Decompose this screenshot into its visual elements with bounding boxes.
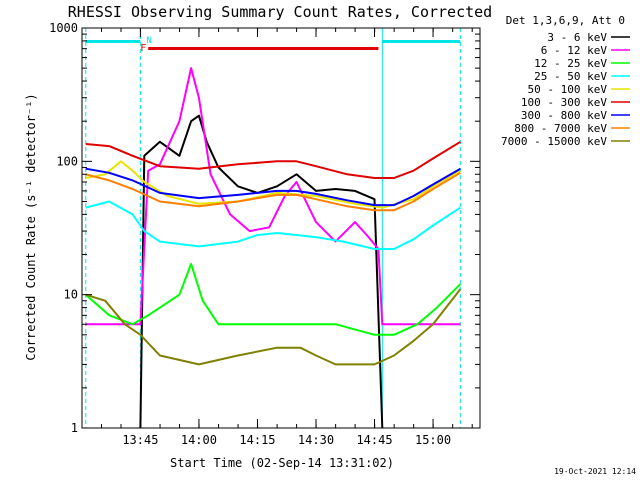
y-tick-label: 100 (56, 154, 78, 168)
legend-label: 300 - 800 keV (521, 109, 607, 122)
legend-label: 12 - 25 keV (534, 57, 607, 70)
series-line (85, 67, 461, 326)
series-line (139, 114, 384, 429)
legend-label: 3 - 6 keV (547, 31, 607, 44)
x-tick-label: 14:45 (356, 433, 392, 447)
series-line (85, 167, 461, 207)
series-line (85, 200, 461, 250)
x-tick-label: 13:45 (122, 433, 158, 447)
legend-label: 100 - 300 keV (521, 96, 607, 109)
series-line (85, 262, 462, 336)
legend-label: 50 - 100 keV (528, 83, 608, 96)
series-line (85, 140, 461, 179)
plot-frame (81, 27, 481, 429)
flare-flag-bar (148, 47, 379, 50)
x-tick-labels: 13:45 14:00 14:15 14:30 14:45 15:00 (122, 433, 451, 447)
series-line (85, 171, 461, 212)
x-axis-label: Start Time (02-Sep-14 13:31:02) (170, 456, 394, 470)
x-tick-label: 15:00 (415, 433, 451, 447)
night-flag-label: N (146, 36, 151, 46)
series-lines (85, 67, 462, 429)
legend-label: 7000 - 15000 keV (501, 135, 607, 148)
legend-label: 25 - 50 keV (534, 70, 607, 83)
flag-bars: NF (85, 36, 461, 54)
x-tick-label: 14:00 (181, 433, 217, 447)
series-line (85, 288, 462, 366)
night-flag-bar (382, 40, 461, 43)
y-tick-label: 10 (64, 288, 78, 302)
x-tick-label: 14:30 (298, 433, 334, 447)
night-flag-bar (85, 40, 141, 43)
flare-flag-label: F (140, 43, 146, 54)
x-tick-label: 14:15 (239, 433, 275, 447)
y-tick-labels: 1 10 100 1000 (49, 21, 78, 435)
legend-header: Det 1,3,6,9, Att 0 (506, 14, 625, 27)
legend-label: 6 - 12 keV (541, 44, 608, 57)
y-axis-label: Corrected Count Rate (s⁻¹ detector⁻¹) (24, 93, 38, 360)
chart-title: RHESSI Observing Summary Count Rates, Co… (68, 3, 492, 21)
axes (81, 27, 481, 429)
footer-stamp: 19-Oct-2021 12:14 (554, 467, 636, 476)
legend-label: 800 - 7000 keV (514, 122, 607, 135)
y-tick-label: 1000 (49, 21, 78, 35)
y-tick-label: 1 (71, 421, 78, 435)
